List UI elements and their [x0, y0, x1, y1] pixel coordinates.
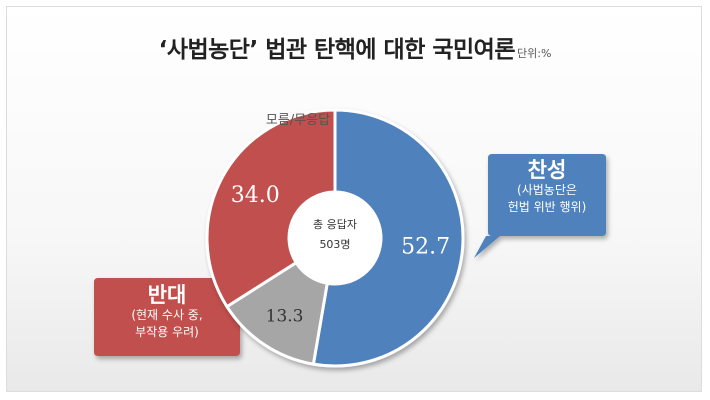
callout-no: 반대 (현재 수사 중, 부작용 우려) — [94, 283, 240, 341]
callout-no-line1: (현재 수사 중, — [131, 308, 203, 322]
title-text: ‘사법농단’ 법관 탄핵에 대한 국민여론 — [158, 37, 516, 63]
center-label-line1: 총 응답자 — [313, 218, 357, 231]
chart-title: ‘사법농단’ 법관 탄핵에 대한 국민여론 단위:% — [0, 30, 710, 64]
callout-no-bubble — [94, 250, 240, 356]
callout-yes-line2: 헌법 위반 행위) — [507, 200, 587, 214]
unknown-category-label: 모름/무응답 — [266, 113, 330, 128]
callout-yes: 찬성 (사법농단은 헌법 위반 행위) — [488, 158, 606, 216]
donut-hole — [289, 192, 381, 284]
unit-note: 단위:% — [517, 47, 552, 60]
callout-no-line2: 부작용 우려) — [135, 325, 199, 339]
callout-no-title: 반대 — [147, 283, 187, 307]
center-label-line2: 503명 — [319, 238, 350, 251]
callout-yes-line1: (사법농단은 — [517, 183, 577, 197]
callout-yes-title: 찬성 — [527, 158, 567, 182]
data-label-no: 34.0 — [231, 183, 280, 208]
callout-yes-bubble — [474, 154, 606, 258]
data-label-unknown: 13.3 — [266, 307, 304, 327]
data-label-yes: 52.7 — [401, 235, 450, 260]
